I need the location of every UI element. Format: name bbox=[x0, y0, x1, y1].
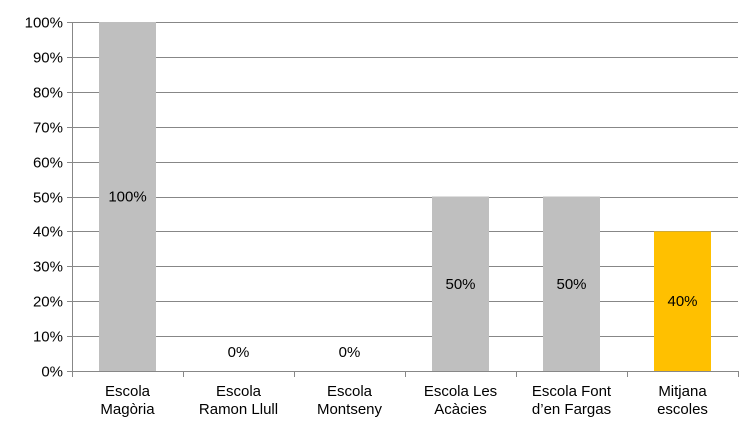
y-tick-label: 60% bbox=[33, 155, 63, 172]
gridlines bbox=[72, 22, 738, 337]
x-category-label: Ramon Llull bbox=[199, 401, 278, 418]
x-category-label: Escola bbox=[327, 383, 373, 400]
y-tick-label: 40% bbox=[33, 224, 63, 241]
y-tick-label: 70% bbox=[33, 120, 63, 137]
y-tick-label: 30% bbox=[33, 259, 63, 276]
x-category-label: escoles bbox=[657, 401, 708, 418]
bar bbox=[654, 231, 711, 371]
y-tick-label: 80% bbox=[33, 85, 63, 102]
bars bbox=[99, 22, 711, 371]
y-tick-label: 90% bbox=[33, 50, 63, 67]
x-category-label: Escola Font bbox=[532, 383, 612, 400]
bar bbox=[99, 22, 156, 371]
y-tick-label: 0% bbox=[41, 364, 63, 381]
data-label: 0% bbox=[339, 344, 361, 361]
labels: 0% 10% 20% 30% 40% 50% 60% 70% 80% 90% 100% 100% Esc… bbox=[25, 15, 708, 419]
bar bbox=[543, 196, 600, 371]
x-category-label: Escola Les bbox=[424, 383, 497, 400]
x-category-label: Acàcies bbox=[434, 401, 487, 418]
y-tick-label: 50% bbox=[33, 190, 63, 207]
data-label: 40% bbox=[667, 293, 697, 310]
x-category-label: Escola bbox=[216, 383, 262, 400]
x-category-label: Magòria bbox=[100, 401, 155, 418]
data-label: 50% bbox=[556, 276, 586, 293]
x-category-label: d’en Fargas bbox=[532, 401, 611, 418]
y-tick-label: 10% bbox=[33, 329, 63, 346]
y-tick-label: 20% bbox=[33, 294, 63, 311]
y-tick-label: 100% bbox=[25, 15, 63, 32]
data-label: 50% bbox=[445, 276, 475, 293]
x-category-label: Escola bbox=[105, 383, 151, 400]
x-category-label: Mitjana bbox=[658, 383, 707, 400]
data-label: 100% bbox=[108, 189, 146, 206]
axes bbox=[67, 22, 739, 377]
data-label: 0% bbox=[228, 344, 250, 361]
bar bbox=[432, 196, 489, 371]
x-category-label: Montseny bbox=[317, 401, 383, 418]
